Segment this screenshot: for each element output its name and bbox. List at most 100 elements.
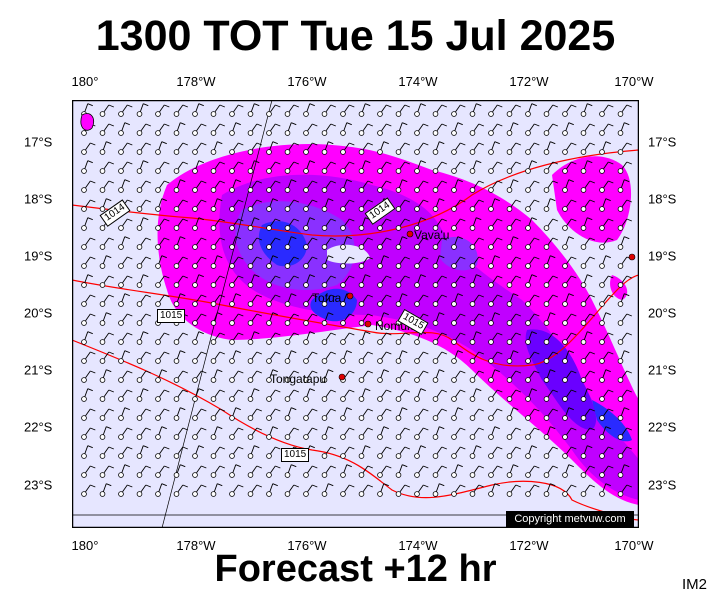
wind-barb: [81, 445, 93, 459]
wind-barb: [266, 161, 281, 174]
wind-barb: [580, 142, 595, 155]
forecast-label: Forecast +12 hr: [214, 548, 497, 590]
wind-barb: [599, 275, 614, 288]
wind-barb: [580, 180, 595, 193]
wind-barb: [99, 426, 112, 440]
wind-barb: [377, 332, 392, 345]
wind-barb: [266, 123, 281, 136]
wind-barb: [321, 141, 334, 155]
wind-barb: [580, 313, 595, 326]
wind-barb: [266, 446, 281, 459]
island-nomuka-marker: [364, 320, 372, 328]
wind-barb: [543, 123, 558, 136]
wind-barb: [81, 331, 93, 345]
wind-barb: [358, 256, 373, 269]
wind-barb: [284, 332, 299, 345]
wind-barb: [229, 142, 244, 155]
wind-barb: [451, 161, 466, 174]
wind-barb: [321, 161, 336, 174]
wind-barb: [229, 464, 241, 478]
wind-barb: [99, 294, 114, 307]
wind-barb: [284, 199, 299, 212]
wind-barb: [173, 104, 188, 117]
wind-barb: [506, 161, 521, 174]
islands: [80, 113, 636, 381]
wind-barb: [599, 332, 614, 345]
wind-barb: [99, 141, 112, 155]
wind-barb: [580, 408, 595, 421]
wind-barb: [229, 275, 244, 288]
wind-barb: [451, 407, 463, 421]
wind-barb: [229, 199, 244, 212]
wind-barb: [525, 160, 537, 174]
wind-barb: [599, 198, 611, 212]
place-label-tofua: Tofua: [312, 291, 342, 305]
wind-barb: [617, 199, 632, 212]
wind-barb: [469, 445, 482, 459]
wind-barb: [303, 427, 318, 440]
wind-barb: [81, 294, 96, 307]
wind-barb: [414, 465, 429, 478]
wind-barb: [358, 465, 373, 478]
wind-barb: [506, 275, 521, 288]
wind-barb: [377, 141, 389, 155]
wind-barb: [118, 427, 133, 440]
wind-barb: [247, 160, 260, 174]
wind-barb: [340, 332, 355, 345]
wind-barb: [155, 446, 170, 459]
wind-barb: [99, 312, 112, 326]
wind-barb: [192, 388, 204, 402]
wind-barb: [340, 256, 355, 269]
wind-barb: [266, 426, 278, 440]
wind-barb: [229, 350, 241, 364]
wind-barb: [525, 445, 537, 459]
wind-barb: [562, 446, 577, 459]
wind-barb: [118, 179, 130, 193]
wind-barb: [414, 142, 429, 155]
wind-barb: [210, 389, 225, 402]
wind-barb: [599, 426, 611, 440]
wind-barb: [395, 350, 408, 364]
wind-barb: [377, 275, 392, 288]
wind-barb: [506, 484, 521, 497]
lon-label-bottom: 172°W: [509, 538, 549, 553]
lon-label-bottom: 170°W: [614, 538, 654, 553]
wind-barb: [210, 180, 225, 193]
wind-barb: [321, 104, 336, 117]
wind-barb: [284, 218, 299, 231]
wind-barb: [321, 369, 334, 383]
wind-barb: [525, 217, 537, 231]
wind-barb: [210, 332, 225, 345]
wind-barb: [340, 104, 355, 117]
lat-label-right: 23°S: [648, 477, 677, 493]
wind-barb: [543, 332, 558, 345]
wind-barb: [99, 483, 112, 497]
wind-barb: [580, 427, 595, 440]
wind-barb: [118, 484, 133, 497]
wind-barb: [229, 407, 241, 421]
wind-barb: [451, 313, 466, 326]
wind-barb: [358, 313, 373, 326]
wind-barb: [432, 237, 447, 250]
wind-barb: [321, 218, 336, 231]
wind-barb: [395, 484, 410, 497]
wind-barb: [469, 331, 482, 345]
wind-barb: [284, 122, 297, 136]
wind-barb: [99, 351, 114, 364]
lon-label-top: 180°: [71, 74, 99, 89]
wind-barb: [395, 332, 410, 345]
wind-barb: [358, 331, 371, 345]
wind-barb: [469, 256, 484, 269]
wind-barb: [192, 313, 207, 326]
wind-barb: [414, 123, 429, 136]
wind-barb: [266, 180, 281, 193]
wind-barb: [525, 180, 540, 193]
wind-barb: [525, 331, 537, 345]
wind-barb: [525, 484, 540, 497]
wind-barb: [136, 217, 149, 231]
wind-barb: [617, 332, 632, 345]
wind-barb: [414, 370, 429, 383]
wind-barb: [432, 351, 447, 364]
wind-barb: [395, 256, 410, 269]
wind-barb: [599, 141, 611, 155]
